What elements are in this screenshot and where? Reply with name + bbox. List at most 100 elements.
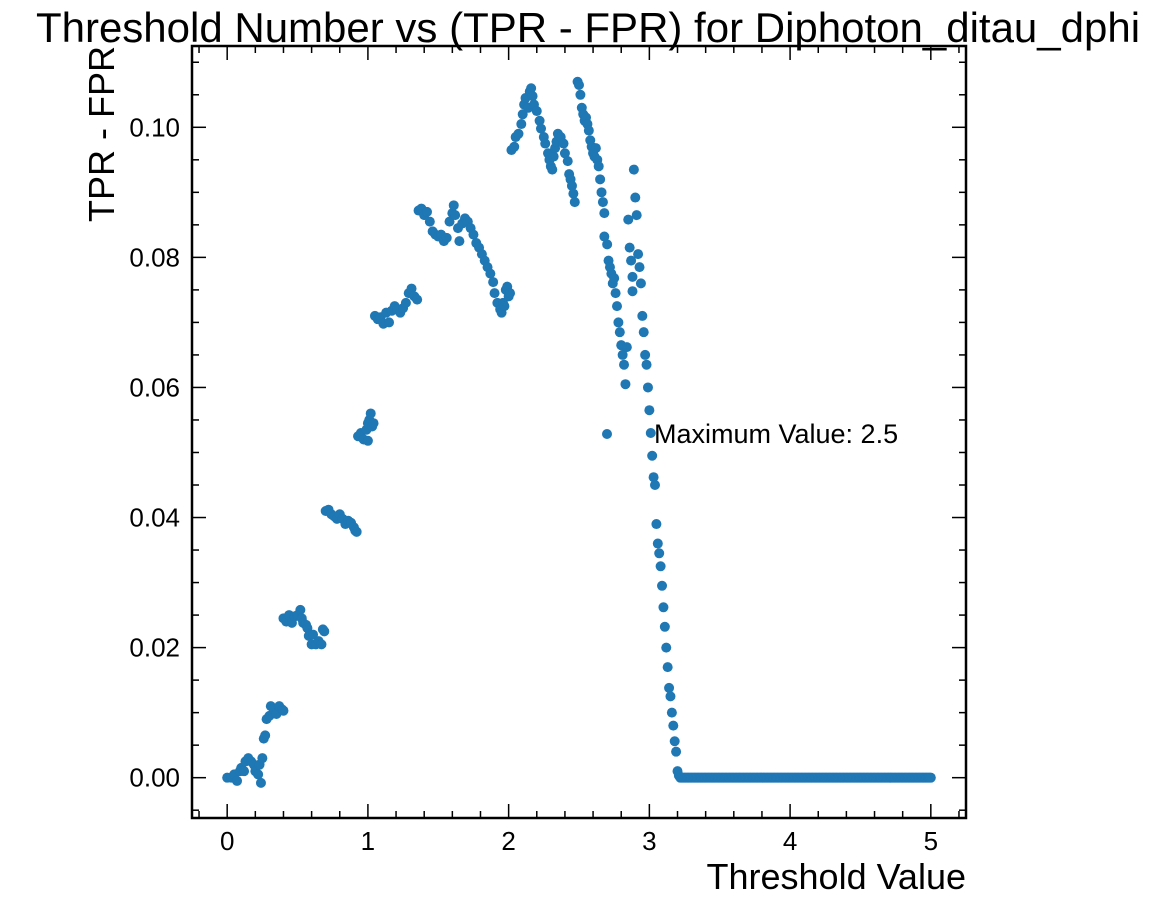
data-point bbox=[531, 106, 542, 117]
data-point bbox=[637, 310, 648, 321]
data-point bbox=[509, 141, 520, 152]
data-point bbox=[412, 294, 423, 305]
data-point bbox=[664, 682, 675, 693]
data-point bbox=[631, 210, 642, 221]
data-point bbox=[489, 288, 500, 299]
data-point bbox=[562, 156, 573, 167]
data-point bbox=[450, 210, 461, 221]
data-point bbox=[627, 271, 638, 282]
data-point bbox=[362, 435, 373, 446]
data-point bbox=[633, 249, 644, 260]
data-point bbox=[619, 359, 630, 370]
data-point bbox=[406, 283, 417, 294]
data-point bbox=[648, 472, 659, 483]
data-point bbox=[645, 427, 656, 438]
data-point bbox=[319, 626, 330, 637]
x-tick-label: 4 bbox=[783, 826, 797, 856]
data-point bbox=[308, 629, 319, 640]
data-point bbox=[590, 143, 601, 154]
data-point bbox=[612, 301, 622, 312]
data-point bbox=[599, 208, 610, 219]
data-point bbox=[668, 720, 679, 731]
data-point bbox=[365, 408, 376, 419]
data-point bbox=[635, 278, 646, 289]
data-point bbox=[658, 602, 669, 613]
y-tick-label: 0.06 bbox=[129, 372, 180, 402]
data-point bbox=[642, 382, 653, 393]
data-point bbox=[651, 519, 662, 530]
data-point bbox=[569, 197, 580, 208]
data-point bbox=[422, 206, 433, 217]
x-tick-label: 5 bbox=[924, 826, 938, 856]
data-point bbox=[599, 231, 610, 242]
data-point bbox=[534, 115, 545, 126]
data-point bbox=[628, 164, 639, 175]
data-point bbox=[661, 642, 672, 653]
data-point bbox=[444, 216, 455, 227]
data-point bbox=[597, 197, 608, 208]
data-point bbox=[609, 273, 620, 284]
data-point bbox=[574, 80, 584, 91]
data-point bbox=[614, 327, 625, 338]
data-point bbox=[441, 232, 452, 243]
data-point bbox=[368, 418, 379, 429]
data-point bbox=[499, 301, 510, 312]
data-point bbox=[566, 180, 577, 191]
y-tick-label: 0.00 bbox=[129, 763, 180, 793]
data-point bbox=[547, 164, 558, 175]
data-point bbox=[568, 188, 579, 199]
y-tick-labels: 0.00 0.02 0.04 0.06 0.08 0.10 bbox=[129, 112, 180, 792]
axis-ticks bbox=[192, 46, 966, 818]
chart-title: Threshold Number vs (TPR - FPR) for Diph… bbox=[36, 4, 1140, 51]
data-point bbox=[641, 359, 652, 370]
data-point bbox=[649, 480, 660, 491]
data-point bbox=[536, 123, 546, 134]
legend: Maximum Value: 2.5 bbox=[602, 419, 898, 449]
data-point bbox=[517, 109, 528, 120]
data-point bbox=[596, 187, 607, 198]
data-point bbox=[448, 200, 459, 211]
data-point bbox=[662, 662, 673, 673]
y-tick-label: 0.10 bbox=[129, 112, 180, 142]
x-tick-label: 2 bbox=[501, 826, 515, 856]
data-point bbox=[665, 691, 676, 702]
data-points bbox=[222, 76, 936, 788]
data-point bbox=[540, 138, 551, 149]
data-point bbox=[302, 623, 313, 634]
x-tick-labels: 0 1 2 3 4 5 bbox=[220, 826, 938, 856]
data-point bbox=[617, 349, 628, 360]
data-point bbox=[644, 405, 655, 416]
data-point bbox=[253, 769, 264, 780]
data-point bbox=[627, 286, 638, 297]
data-point bbox=[468, 229, 479, 240]
legend-marker bbox=[602, 429, 612, 439]
y-tick-label: 0.08 bbox=[129, 242, 180, 272]
data-point bbox=[351, 526, 362, 537]
data-point bbox=[647, 450, 658, 461]
data-point bbox=[652, 538, 663, 549]
data-point bbox=[255, 777, 266, 788]
data-point bbox=[516, 119, 527, 130]
plot-frame bbox=[190, 44, 968, 820]
data-point bbox=[657, 580, 668, 591]
data-point bbox=[488, 277, 499, 288]
data-point bbox=[232, 775, 243, 786]
data-point bbox=[595, 174, 606, 185]
data-point bbox=[654, 548, 665, 559]
data-point bbox=[634, 262, 645, 273]
data-point bbox=[527, 91, 538, 102]
data-point bbox=[659, 621, 670, 632]
data-point bbox=[559, 148, 570, 159]
data-point bbox=[638, 327, 649, 338]
y-tick-label: 0.04 bbox=[129, 503, 180, 533]
data-point bbox=[583, 125, 594, 136]
y-tick-label: 0.02 bbox=[129, 633, 180, 663]
data-point bbox=[278, 705, 289, 716]
data-point bbox=[505, 288, 516, 299]
data-point bbox=[526, 83, 537, 94]
x-tick-label: 1 bbox=[361, 826, 375, 856]
data-point bbox=[613, 317, 624, 328]
x-axis-label: Threshold Value bbox=[707, 856, 967, 897]
data-point bbox=[513, 128, 524, 139]
